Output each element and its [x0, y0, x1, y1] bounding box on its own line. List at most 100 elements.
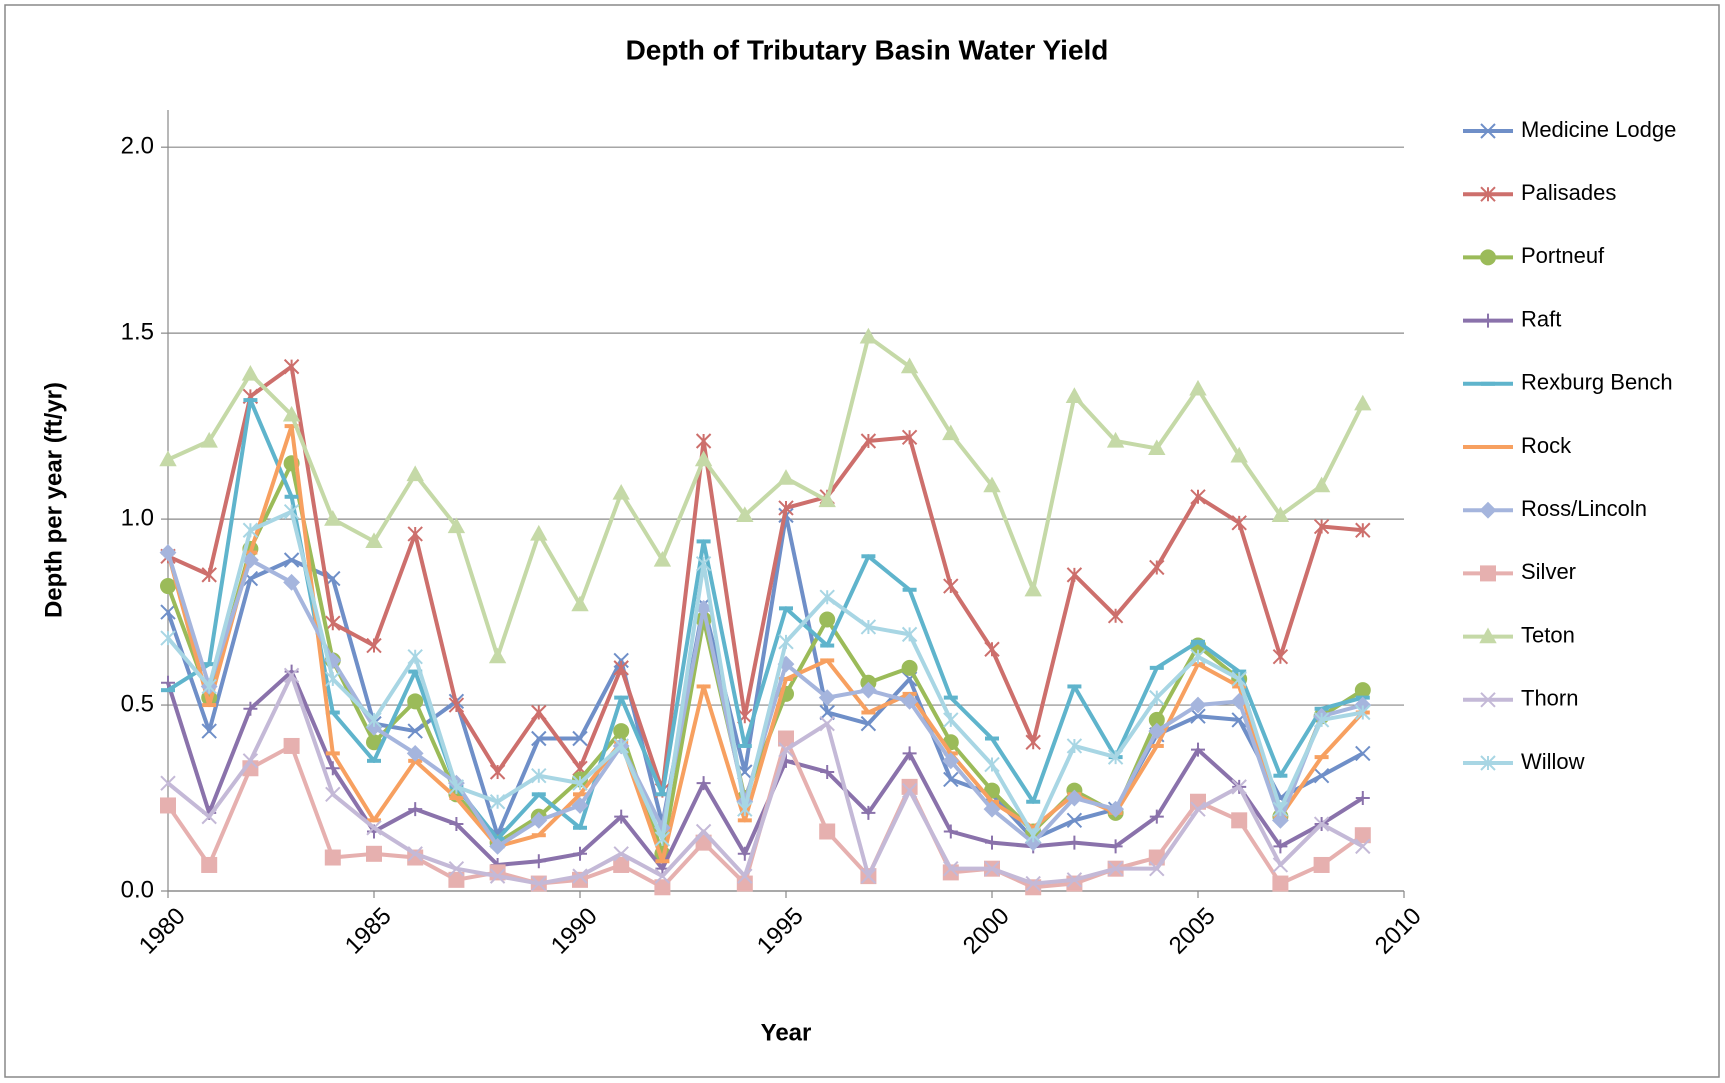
marker — [241, 364, 260, 381]
marker — [819, 704, 835, 721]
marker — [778, 500, 794, 516]
y-tick-label: 0.5 — [121, 690, 154, 717]
marker — [1354, 394, 1372, 411]
legend-marker — [1480, 755, 1496, 771]
marker — [407, 693, 424, 710]
marker — [778, 741, 794, 758]
marker — [694, 450, 713, 467]
marker — [1355, 745, 1371, 762]
marker — [1190, 708, 1206, 724]
marker — [161, 675, 175, 690]
marker — [283, 667, 300, 684]
marker — [1148, 439, 1166, 456]
legend-label: Willow — [1521, 749, 1585, 774]
marker — [942, 424, 960, 441]
legend-label: Palisades — [1521, 180, 1616, 205]
marker — [448, 860, 465, 877]
marker — [449, 817, 464, 832]
marker — [1149, 860, 1165, 877]
marker — [1107, 608, 1124, 624]
legend-label: Thorn — [1521, 686, 1578, 711]
legend-label: Rock — [1521, 433, 1572, 458]
y-tick-label: 0.0 — [121, 876, 154, 903]
marker — [325, 761, 340, 776]
marker — [1313, 856, 1330, 873]
marker — [1272, 801, 1289, 817]
marker — [1191, 742, 1205, 757]
marker — [943, 860, 959, 877]
y-tick-label: 1.0 — [121, 504, 154, 531]
marker — [613, 846, 629, 862]
marker — [818, 689, 836, 707]
marker — [407, 723, 423, 739]
legend-label: Raft — [1521, 306, 1561, 331]
marker — [943, 771, 959, 788]
legend-label: Teton — [1521, 622, 1575, 647]
marker — [859, 327, 878, 344]
marker — [447, 517, 466, 534]
marker — [1355, 838, 1371, 855]
marker — [1065, 789, 1083, 807]
marker — [654, 879, 671, 896]
marker — [160, 604, 176, 620]
marker — [943, 824, 958, 839]
marker — [201, 723, 217, 739]
marker — [448, 871, 465, 888]
marker — [530, 811, 548, 829]
marker — [283, 573, 301, 591]
marker — [573, 846, 587, 861]
marker — [531, 854, 546, 869]
marker — [160, 775, 176, 791]
marker — [1108, 839, 1123, 854]
marker — [1190, 648, 1206, 665]
marker — [819, 715, 835, 732]
marker — [1271, 811, 1289, 829]
marker — [1066, 812, 1083, 829]
marker — [1189, 696, 1207, 714]
marker — [901, 659, 918, 676]
marker — [1066, 567, 1083, 583]
marker — [902, 746, 917, 761]
marker — [901, 626, 918, 643]
marker — [160, 578, 176, 595]
marker — [324, 849, 341, 866]
marker — [1313, 518, 1330, 535]
marker — [1313, 712, 1330, 728]
marker — [695, 433, 712, 449]
marker — [242, 753, 259, 769]
y-tick-label: 2.0 — [121, 133, 154, 160]
marker — [530, 524, 548, 541]
marker — [819, 823, 836, 840]
marker — [1066, 738, 1083, 754]
marker — [531, 875, 547, 892]
marker — [859, 681, 877, 699]
marker — [241, 551, 259, 569]
marker — [1272, 648, 1289, 665]
legend-label: Ross/Lincoln — [1521, 496, 1647, 521]
marker — [778, 730, 794, 747]
marker — [1313, 768, 1330, 784]
marker — [612, 484, 630, 500]
marker — [1025, 827, 1041, 843]
legend-marker — [1479, 627, 1497, 644]
marker — [818, 491, 836, 508]
marker — [737, 868, 753, 884]
marker — [860, 715, 877, 732]
marker — [407, 526, 423, 542]
marker — [737, 846, 752, 861]
marker — [1066, 872, 1083, 888]
marker — [860, 868, 877, 884]
chart-title: Depth of Tributary Basin Water Yield — [626, 34, 1109, 65]
marker — [159, 544, 177, 561]
marker — [1149, 559, 1165, 576]
marker — [901, 429, 918, 445]
marker — [695, 834, 712, 851]
x-axis-label: Year — [761, 1019, 812, 1046]
marker — [489, 868, 506, 884]
marker — [325, 786, 341, 803]
marker — [901, 782, 918, 799]
marker — [1271, 506, 1290, 522]
marker — [613, 856, 630, 873]
marker — [1272, 857, 1289, 873]
marker — [1312, 476, 1331, 493]
